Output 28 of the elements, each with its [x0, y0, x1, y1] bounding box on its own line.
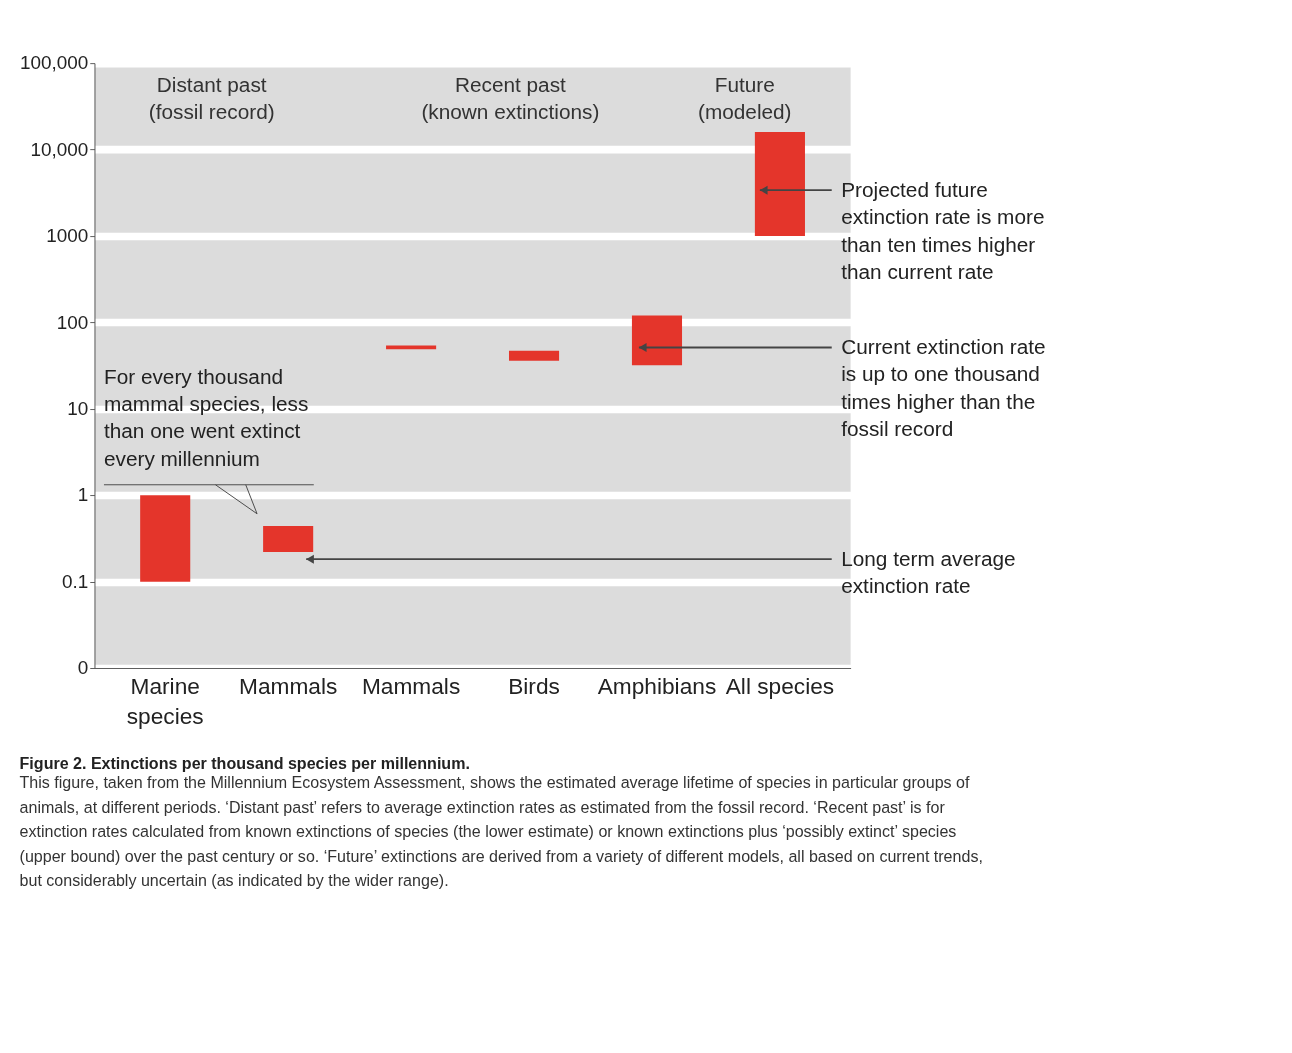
- y-tick-label: 10: [67, 397, 89, 419]
- bar: [263, 526, 314, 553]
- y-tick-label: 1: [77, 484, 89, 506]
- x-tick-label: Mammals: [239, 673, 338, 700]
- x-tick-label: Marine species: [126, 673, 204, 730]
- bar: [631, 315, 683, 366]
- annotation: Future (modeled): [697, 73, 792, 123]
- y-tick-label: 1000: [46, 225, 89, 247]
- bar: [508, 350, 560, 361]
- y-tick-label: 100: [56, 311, 89, 333]
- annotation: Recent past (known extinctions): [421, 73, 600, 123]
- x-tick-label: Mammals: [361, 673, 461, 700]
- bar: [754, 131, 805, 236]
- annotation: Projected future extinction rate is more than ten times higher than current rate: [841, 177, 1045, 284]
- bar: [140, 495, 191, 582]
- annotation: Current extinction rate is up to one thousand times higher than the fossil record: [841, 335, 1046, 441]
- y-tick-label: 10,000: [30, 138, 89, 160]
- text: Figure 2. Extinctions per thousand species per millennium.: [19, 754, 470, 773]
- x-tick-label: Birds: [508, 673, 560, 700]
- annotation: Long term average extinction rate: [841, 546, 1016, 598]
- annotation: Distant past (fossil record): [148, 73, 275, 123]
- y-tick-label: 0: [77, 657, 89, 679]
- y-tick-label: 100,000: [20, 52, 89, 74]
- annotation: For every thousand mammal species, less than one went extinct every millennium: [103, 364, 309, 470]
- y-tick-label: 0.1: [62, 570, 89, 592]
- x-tick-label: Amphibians: [597, 673, 717, 700]
- x-tick-label: All species: [725, 673, 835, 700]
- text: This figure, taken from the Millennium Ecosystem Assessment, shows the estimated average lifetime of species in particular groups of animals, at different periods. ‘Distant past’ refers to average extinction rates as estimated from the fossil record. ‘Recent past’ is for extinction rates calculated from known extinctions of species (the lower estimate) or known extinctions plus ‘possibly extinct’ species (upper bound) over the past century or so. ‘Future’ extinctions are derived from a variety of different models, all based on current trends, but considerably uncertain (as indicated by the wider range).: [19, 773, 983, 890]
